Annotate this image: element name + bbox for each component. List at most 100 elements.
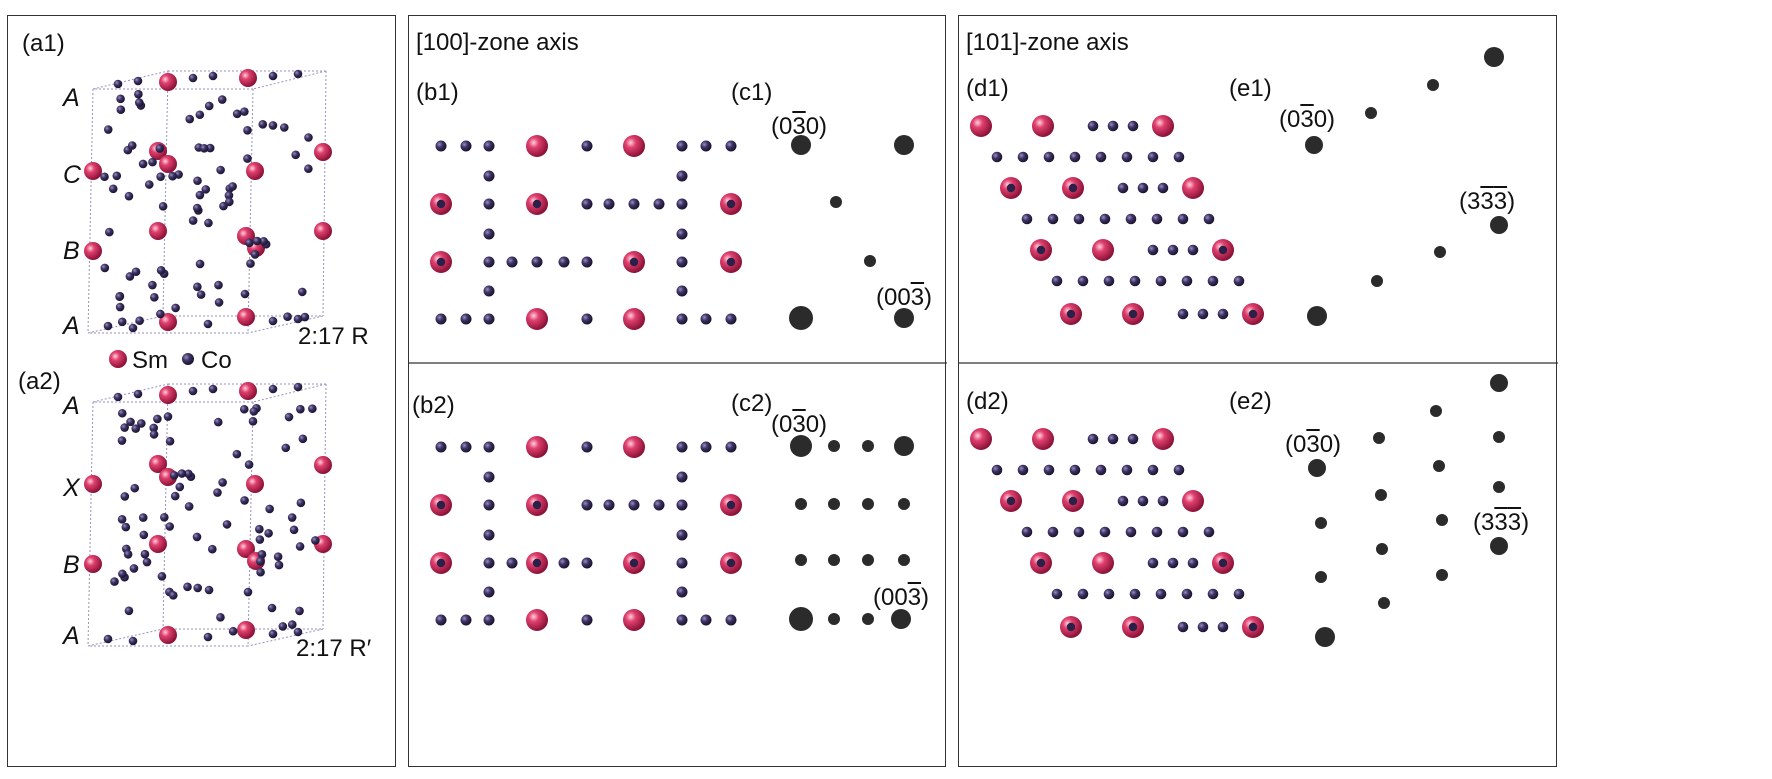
label-a1: (a1) [22, 30, 65, 57]
diffraction-spot [795, 498, 807, 510]
co-atom [204, 218, 213, 228]
co-atom [268, 316, 278, 326]
co-atom [1077, 275, 1089, 287]
co-atom [175, 482, 185, 492]
co-atom [1177, 308, 1189, 320]
co-atom-overlap [1128, 309, 1138, 319]
diffraction-spot [898, 554, 910, 566]
co-atom [483, 140, 495, 152]
co-atom [188, 386, 198, 396]
co-atom [293, 314, 303, 324]
sm-atom [1152, 428, 1174, 450]
co-atom [700, 441, 712, 453]
sm-atom [314, 143, 332, 161]
sm-atom [149, 455, 167, 473]
co-atom [676, 586, 688, 598]
co-atom [1021, 526, 1033, 538]
co-atom [117, 436, 127, 445]
sm-atom [1152, 115, 1174, 137]
co-atom [201, 185, 211, 194]
diffraction-spot [862, 498, 874, 510]
cell-edge [247, 628, 324, 647]
co-atom [138, 513, 148, 522]
sm-atom [526, 609, 548, 631]
co-atom [156, 309, 165, 319]
co-atom [1147, 557, 1159, 569]
co-atom [188, 216, 198, 225]
diffraction-spot [828, 554, 840, 566]
co-atom [156, 172, 165, 181]
unit-cell-a1 [84, 69, 332, 334]
co-atom [199, 143, 209, 153]
co-atom [1151, 526, 1163, 538]
co-atom [676, 170, 688, 182]
co-atom [483, 198, 495, 210]
co-atom [1217, 308, 1229, 320]
co-atom [435, 614, 447, 626]
phase-a1: 2:17 R [298, 323, 369, 350]
co-atom [249, 407, 259, 416]
co-atom [1147, 244, 1159, 256]
co-atom [170, 491, 180, 501]
co-atom [653, 499, 665, 511]
co-atom [124, 606, 134, 616]
sm-atom [970, 115, 992, 137]
co-atom [158, 202, 168, 211]
legend-co-label: Co [201, 347, 232, 374]
co-atom [1051, 275, 1063, 287]
co-atom [103, 634, 113, 644]
stacking-a1-2: B [63, 237, 80, 265]
co-atom [581, 198, 593, 210]
co-atom [245, 238, 254, 248]
co-atom [460, 140, 472, 152]
co-atom [991, 151, 1003, 163]
sm-atom [239, 69, 257, 87]
diffraction-spot [1305, 136, 1323, 154]
diffraction-spot [828, 613, 840, 625]
label-e1: (e1) [1229, 75, 1272, 102]
co-atom [1103, 588, 1115, 600]
diffraction-spot [1315, 571, 1327, 583]
diffraction-spot [1436, 569, 1448, 581]
co-atom [676, 140, 688, 152]
co-atom [725, 313, 737, 325]
co-atom-overlap [532, 558, 542, 568]
diffraction-spot [1365, 107, 1377, 119]
co-atom [192, 532, 202, 542]
co-atom [700, 614, 712, 626]
co-atom [1095, 151, 1107, 163]
co-atom [248, 417, 258, 426]
co-atom [483, 557, 495, 569]
sm-atom [314, 222, 332, 240]
co-atom [268, 121, 278, 130]
diffraction-spot [862, 440, 874, 452]
co-atom [113, 392, 123, 402]
co-atom [308, 404, 317, 414]
co-atom-overlap [726, 558, 736, 568]
co-atom [103, 321, 113, 331]
co-atom [281, 443, 291, 453]
co-atom [1127, 433, 1139, 445]
co-atom [134, 98, 144, 107]
co-atom [300, 312, 310, 322]
co-atom [136, 419, 146, 428]
cell-edge [162, 70, 169, 317]
co-atom [296, 498, 306, 508]
sm-atom [1032, 428, 1054, 450]
co-atom [117, 408, 127, 418]
label-b1: (b1) [416, 79, 459, 106]
co-atom [250, 250, 260, 259]
zone-100-svg: [100]-zone axis (b1) (c1) (b2) (c2) [409, 29, 947, 631]
co-atom [435, 441, 447, 453]
label-d2: (d2) [966, 388, 1009, 415]
diffraction-spot [1490, 216, 1508, 234]
co-atom [581, 256, 593, 268]
co-atom [208, 544, 217, 554]
co-atom [676, 256, 688, 268]
co-atom [293, 69, 303, 79]
unit-cell-a2 [84, 382, 332, 647]
diffraction-spot [1490, 537, 1508, 555]
co-atom [558, 256, 570, 268]
co-atom-overlap [629, 558, 639, 568]
label-b2: (b2) [412, 392, 455, 419]
